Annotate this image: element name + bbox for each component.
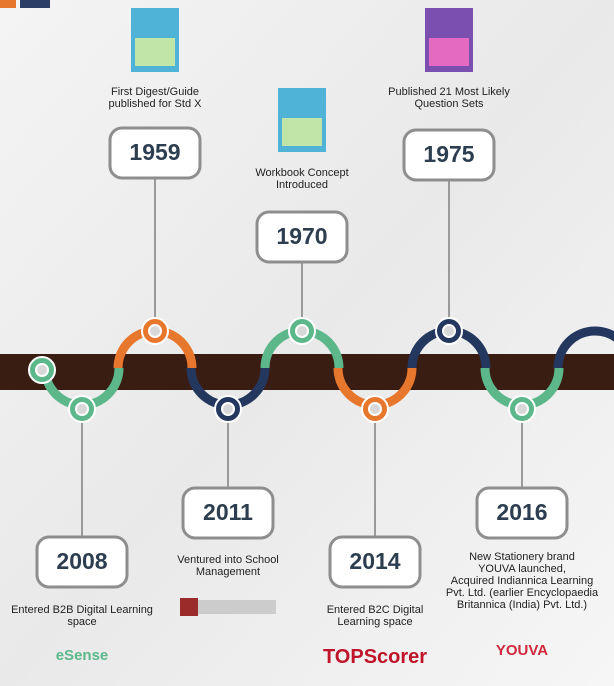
caption: Entered B2B Digital Learning bbox=[11, 604, 153, 616]
caption: Management bbox=[196, 566, 260, 578]
year-box bbox=[328, 535, 422, 589]
caption: Published 21 Most Likely bbox=[388, 86, 510, 98]
caption: Learning space bbox=[337, 616, 412, 628]
year-box bbox=[108, 126, 202, 180]
year-box bbox=[255, 210, 349, 264]
caption: Entered B2C Digital bbox=[327, 604, 424, 616]
wave-segment bbox=[553, 326, 614, 369]
caption: Pvt. Ltd. (earlier Encyclopaedia bbox=[446, 587, 599, 599]
year-label: 1975 bbox=[423, 141, 474, 167]
logo bbox=[180, 600, 276, 614]
caption: YOUVA launched, bbox=[478, 563, 566, 575]
year-label: 1959 bbox=[129, 139, 180, 165]
logo-text: eSense bbox=[56, 647, 109, 664]
timeline-node-core bbox=[368, 402, 382, 416]
caption: Acquired Indiannica Learning bbox=[451, 575, 594, 587]
year-box bbox=[35, 535, 129, 589]
timeline-band bbox=[0, 354, 614, 390]
year-label: 2016 bbox=[496, 499, 547, 525]
timeline-node-core bbox=[35, 363, 49, 377]
corner-mark bbox=[20, 0, 50, 8]
year-box bbox=[181, 486, 275, 540]
caption: published for Std X bbox=[109, 98, 203, 110]
year-box bbox=[475, 486, 569, 540]
caption: Workbook Concept bbox=[255, 167, 348, 179]
timeline-node-core bbox=[442, 324, 456, 338]
timeline-node-core bbox=[295, 324, 309, 338]
caption: New Stationery brand bbox=[469, 551, 575, 563]
year-label: 2008 bbox=[56, 548, 107, 574]
book-cover-art bbox=[429, 38, 469, 66]
caption: First Digest/Guide bbox=[111, 86, 199, 98]
timeline-node-core bbox=[75, 402, 89, 416]
caption: space bbox=[67, 616, 96, 628]
caption: Ventured into School bbox=[177, 554, 279, 566]
year-box bbox=[402, 128, 496, 182]
timeline-node-core bbox=[148, 324, 162, 338]
book-cover-art bbox=[282, 118, 322, 146]
caption: Introduced bbox=[276, 179, 328, 191]
year-label: 2011 bbox=[203, 499, 253, 525]
corner-mark bbox=[0, 0, 16, 8]
year-label: 2014 bbox=[349, 548, 400, 574]
logo-text: TOPScorer bbox=[323, 646, 427, 668]
logo-mark bbox=[180, 598, 198, 616]
caption: Question Sets bbox=[414, 98, 484, 110]
year-label: 1970 bbox=[276, 223, 327, 249]
caption: Britannica (India) Pvt. Ltd.) bbox=[457, 599, 587, 611]
timeline-node-core bbox=[515, 402, 529, 416]
book-cover-art bbox=[135, 38, 175, 66]
logo-text: YOUVA bbox=[496, 642, 548, 659]
timeline-node-core bbox=[221, 402, 235, 416]
